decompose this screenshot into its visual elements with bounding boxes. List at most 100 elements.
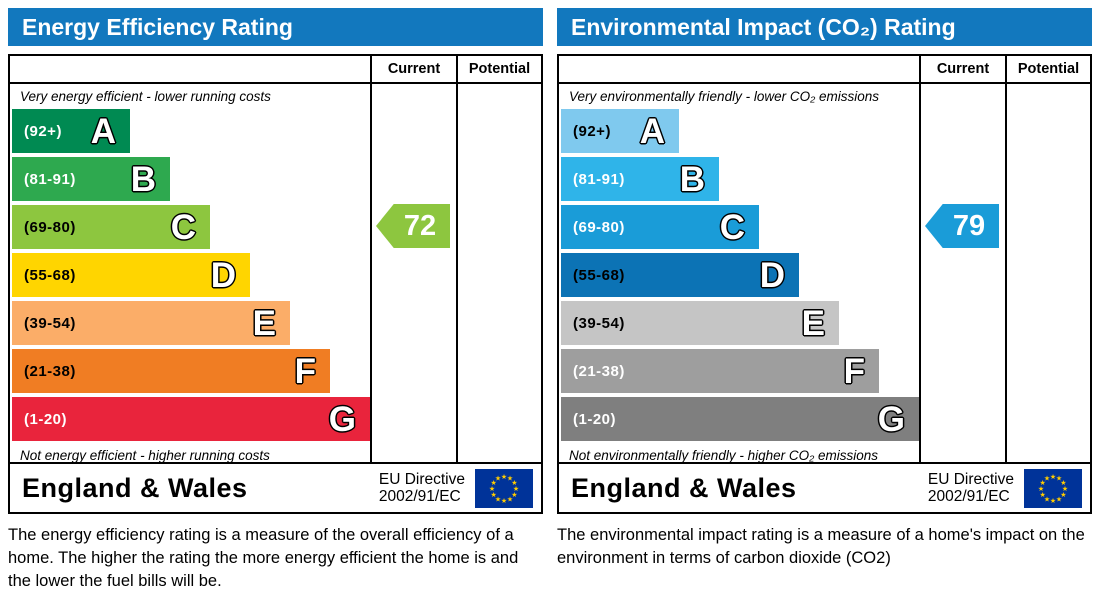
region-label: England & Wales [571,472,797,503]
band-e-letter: E [801,303,825,343]
current-rating-value: 72 [403,209,437,242]
chart-footer: England & Wales EU Directive 2002/91/EC … [559,462,1090,512]
band-f: (21-38) F [561,349,879,393]
potential-column-header: Potential [456,56,541,82]
co2-band-area: Very environmentally friendly - lower CO… [559,84,1090,463]
svg-text:★: ★ [1044,474,1050,482]
top-caption: Very energy efficient - lower running co… [20,89,271,104]
energy-efficiency-title: Energy Efficiency Rating [8,8,543,46]
band-g-letter: G [877,399,905,439]
current-column-divider [919,84,921,462]
svg-text:★: ★ [511,491,517,499]
column-header-row: Current Potential [559,56,1090,84]
environmental-impact-description: The environmental impact rating is a mea… [557,526,1085,568]
band-d: (55-68) D [561,253,799,297]
region-label: England & Wales [22,472,248,503]
band-c: (69-80) C [561,205,759,249]
band-f-range: (21-38) [573,362,625,380]
svg-text:★: ★ [489,485,495,493]
band-e-letter: E [252,303,276,343]
band-c-letter: C [170,207,196,247]
band-b: (81-91) B [12,157,170,201]
band-row: (81-91) B [561,157,1090,205]
band-g-range: (1-20) [24,410,68,428]
band-a-range: (92+) [24,122,62,140]
band-a: (92+) A [561,109,679,153]
eu-directive-line1: EU Directive [378,470,465,488]
svg-text:★: ★ [507,474,513,482]
band-f: (21-38) F [12,349,330,393]
potential-column-divider [1005,84,1007,462]
band-row: (55-68) D [12,253,541,301]
band-a: (92+) A [12,109,130,153]
band-c-range: (69-80) [573,218,625,236]
band-b-range: (81-91) [24,170,76,188]
svg-text:★: ★ [1050,497,1056,505]
band-row: (21-38) F [561,349,1090,397]
current-column-divider [370,84,372,462]
current-column-header: Current [370,56,456,82]
environmental-impact-table: Current Potential Very environmentally f… [557,54,1092,514]
column-header-row: Current Potential [10,56,541,84]
band-row: (21-38) F [12,349,541,397]
band-e-range: (39-54) [573,314,625,332]
eu-flag-icon: ★ ★★ ★★★ ★★★ ★★★ [1024,468,1082,508]
svg-text:★: ★ [490,479,496,487]
band-row: (69-80) C [12,205,541,253]
band-c: (69-80) C [12,205,210,249]
energy-efficiency-chart: Energy Efficiency Rating Current Potenti… [8,8,543,593]
chart-footer: England & Wales EU Directive 2002/91/EC … [10,462,541,512]
svg-text:★: ★ [495,474,501,482]
svg-text:★: ★ [1039,491,1045,499]
bottom-caption: Not energy efficient - higher running co… [20,448,270,463]
svg-text:★: ★ [1060,491,1066,499]
svg-text:★: ★ [1038,485,1044,493]
epc-rating-page: Energy Efficiency Rating Current Potenti… [8,8,1092,593]
current-rating-value: 79 [952,209,986,242]
band-a-range: (92+) [573,122,611,140]
energy-band-area: Very energy efficient - lower running co… [10,84,541,463]
svg-text:★: ★ [1056,495,1062,503]
energy-efficiency-description: The energy efficiency rating is a measur… [8,526,519,591]
environmental-impact-chart: Environmental Impact (CO₂) Rating Curren… [557,8,1092,593]
energy-efficiency-table: Current Potential Very energy efficient … [8,54,543,514]
band-d-range: (55-68) [24,266,76,284]
band-d: (55-68) D [12,253,250,297]
band-b-range: (81-91) [573,170,625,188]
band-c-range: (69-80) [24,218,76,236]
band-g-range: (1-20) [573,410,617,428]
band-f-letter: F [294,351,316,391]
eu-directive-label: EU Directive 2002/91/EC [928,471,1014,506]
svg-text:★: ★ [1039,479,1045,487]
environmental-impact-title: Environmental Impact (CO₂) Rating [557,8,1092,46]
svg-text:★: ★ [1056,474,1062,482]
svg-text:★: ★ [511,479,517,487]
svg-text:★: ★ [513,485,519,493]
band-row: (81-91) B [12,157,541,205]
current-column-header: Current [919,56,1005,82]
band-row: (69-80) C [561,205,1090,253]
band-a-letter: A [90,111,116,151]
eu-flag-icon: ★ ★★ ★★★ ★★★ ★★★ [475,468,533,508]
band-f-letter: F [843,351,865,391]
top-caption: Very environmentally friendly - lower CO… [569,89,879,104]
band-f-range: (21-38) [24,362,76,380]
svg-text:★: ★ [1062,485,1068,493]
band-d-range: (55-68) [573,266,625,284]
current-rating-arrow: 72 [376,204,450,248]
eu-directive-line2: 2002/91/EC [378,488,461,505]
band-b-letter: B [130,159,156,199]
eu-directive-line1: EU Directive [927,470,1014,488]
band-e: (39-54) E [561,301,839,345]
svg-text:★: ★ [507,495,513,503]
band-d-letter: D [210,255,236,295]
band-g: (1-20) G [561,397,919,441]
current-rating-arrow: 79 [925,204,999,248]
band-d-letter: D [759,255,785,295]
band-b-letter: B [679,159,705,199]
band-e: (39-54) E [12,301,290,345]
band-row: (92+) A [12,109,541,157]
band-b: (81-91) B [561,157,719,201]
svg-text:★: ★ [1060,479,1066,487]
eu-directive-label: EU Directive 2002/91/EC [379,471,465,506]
